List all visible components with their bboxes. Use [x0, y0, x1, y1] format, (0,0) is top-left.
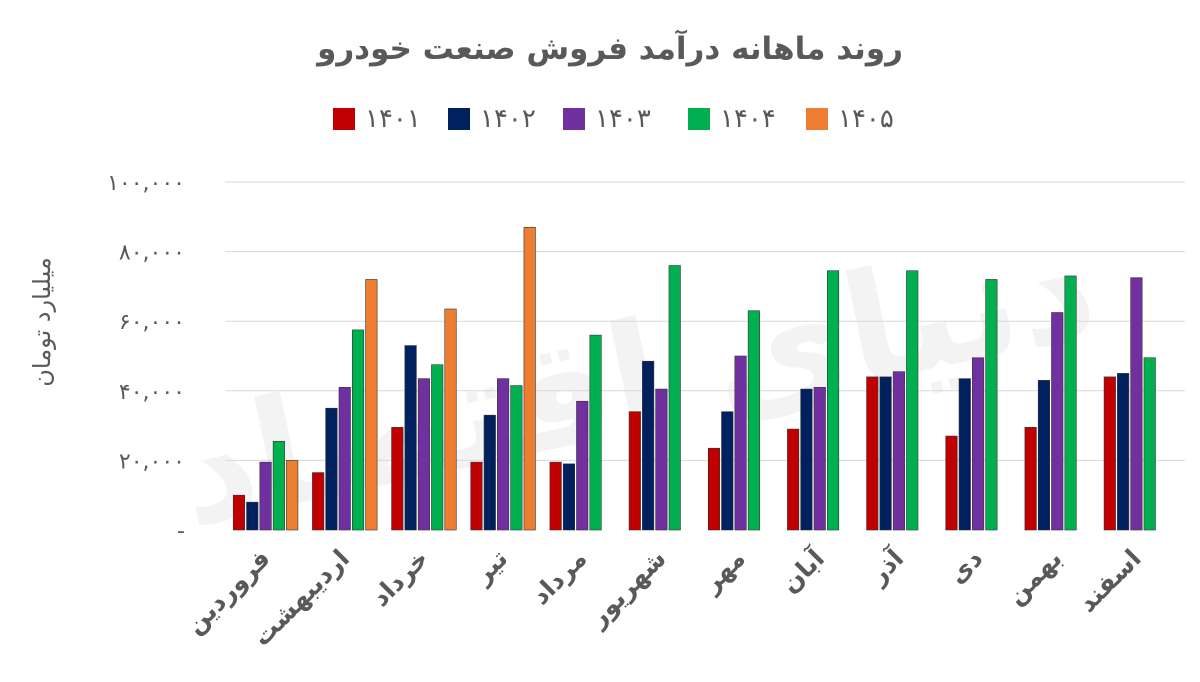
bar — [972, 357, 985, 531]
bar — [497, 378, 510, 531]
legend-swatch — [333, 108, 355, 130]
bar — [1103, 376, 1116, 531]
y-tick-label: ۴۰,۰۰۰ — [119, 380, 185, 405]
bar — [232, 494, 246, 531]
y-axis-ticks: - ۲۰,۰۰۰ ۴۰,۰۰۰ ۶۰,۰۰۰ ۸۰,۰۰۰ ۱۰۰,۰۰۰ — [107, 171, 185, 544]
y-tick-label: ۱۰۰,۰۰۰ — [107, 171, 185, 196]
bar — [945, 435, 958, 531]
x-tick-label: آبان — [774, 542, 831, 599]
bar — [1051, 312, 1064, 531]
x-tick-label: آذر — [861, 542, 910, 591]
legend: ۱۴۰۱ ۱۴۰۲ ۱۴۰۳ ۱۴۰۴ ۱۴۰۵ — [333, 104, 894, 134]
chart-title: روند ماهانه درآمد فروش صنعت خودرو — [315, 29, 903, 67]
bar — [866, 376, 879, 531]
legend-swatch — [448, 108, 470, 130]
bar — [417, 378, 430, 531]
bar — [325, 407, 338, 531]
bar — [734, 355, 747, 531]
bar — [589, 334, 602, 531]
bar — [826, 270, 840, 531]
y-tick-label: - — [177, 519, 185, 544]
x-tick-label: تیر — [467, 544, 514, 591]
bar — [483, 414, 496, 531]
legend-label: ۱۴۰۴ — [720, 104, 776, 134]
bar — [431, 364, 444, 531]
legend-label: ۱۴۰۵ — [838, 104, 894, 134]
bar — [404, 345, 417, 531]
x-tick-label: شهریور — [582, 544, 673, 635]
bar — [892, 371, 905, 531]
bar — [1037, 380, 1050, 531]
bar — [879, 376, 892, 531]
bar — [707, 447, 721, 531]
x-tick-label: دی — [943, 544, 989, 590]
bar — [272, 440, 285, 531]
bar — [391, 427, 404, 531]
bar — [470, 461, 483, 531]
bar — [906, 270, 919, 531]
bar — [365, 279, 378, 531]
x-tick-label: مهر — [695, 544, 751, 600]
x-tick-label: خرداد — [366, 544, 435, 613]
bar — [562, 463, 576, 531]
bar — [655, 388, 668, 531]
bar — [787, 428, 800, 531]
bar — [549, 461, 562, 531]
bar — [1117, 373, 1130, 531]
bar — [576, 400, 589, 531]
legend-label: ۱۴۰۳ — [595, 104, 651, 134]
bar — [642, 360, 655, 531]
bar — [985, 279, 998, 531]
bar — [813, 387, 826, 531]
bar — [1024, 427, 1037, 531]
x-tick-label: مرداد — [526, 544, 593, 611]
bar — [800, 388, 813, 531]
bar — [1130, 277, 1143, 531]
bar — [1064, 275, 1077, 531]
bar — [523, 226, 536, 531]
bar — [958, 378, 971, 531]
bar — [510, 385, 523, 531]
legend-swatch — [688, 108, 710, 130]
bar — [668, 265, 681, 531]
y-axis-label: میلیارد تومان — [28, 257, 56, 386]
bar — [286, 460, 299, 531]
legend-label: ۱۴۰۱ — [365, 104, 421, 134]
bar — [628, 411, 641, 531]
legend-label: ۱۴۰۲ — [480, 104, 536, 134]
bar — [351, 329, 365, 531]
y-tick-label: ۲۰,۰۰۰ — [119, 449, 185, 474]
bar — [338, 387, 351, 531]
bar — [312, 472, 325, 531]
y-tick-label: ۶۰,۰۰۰ — [119, 310, 185, 335]
bar — [444, 308, 457, 531]
bar — [747, 310, 760, 531]
bar — [246, 501, 259, 531]
legend-swatch — [563, 108, 585, 130]
bar — [259, 461, 272, 531]
bar — [1143, 357, 1156, 531]
x-tick-label: اسفند — [1073, 544, 1147, 618]
y-tick-label: ۸۰,۰۰۰ — [119, 241, 185, 266]
legend-swatch — [806, 108, 828, 130]
x-tick-label: بهمن — [1001, 544, 1068, 611]
bars — [232, 226, 1156, 531]
bar — [721, 411, 734, 531]
